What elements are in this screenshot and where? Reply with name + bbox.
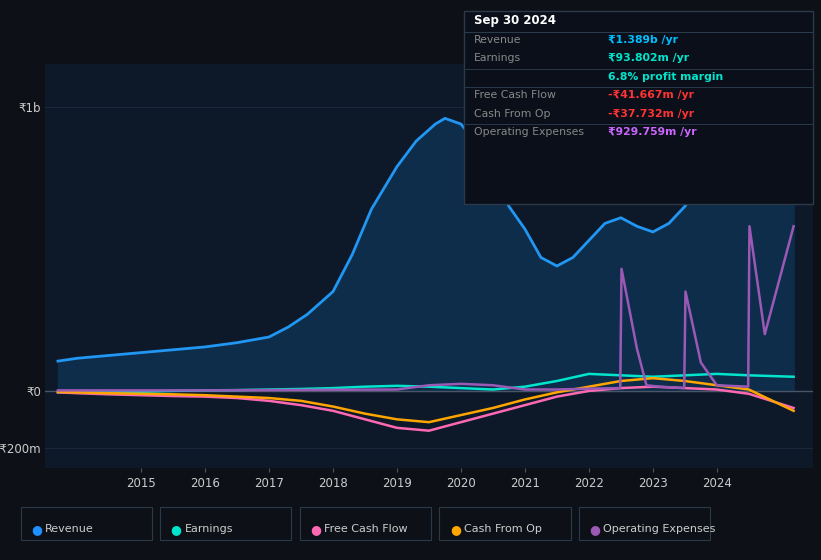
Text: ●: ● [31,522,42,536]
Text: -₹41.667m /yr: -₹41.667m /yr [608,90,694,100]
Text: Operating Expenses: Operating Expenses [474,127,584,137]
Text: ●: ● [589,522,600,536]
Text: Revenue: Revenue [45,524,94,534]
Text: ●: ● [450,522,461,536]
Text: ₹929.759m /yr: ₹929.759m /yr [608,127,696,137]
Text: Earnings: Earnings [474,53,521,63]
Text: 6.8% profit margin: 6.8% profit margin [608,72,722,82]
Text: Free Cash Flow: Free Cash Flow [474,90,556,100]
Text: Sep 30 2024: Sep 30 2024 [474,14,556,27]
Text: Operating Expenses: Operating Expenses [603,524,716,534]
Text: Earnings: Earnings [185,524,233,534]
Text: Free Cash Flow: Free Cash Flow [324,524,408,534]
Text: Cash From Op: Cash From Op [474,109,550,119]
Text: Cash From Op: Cash From Op [464,524,542,534]
Text: ₹1.389b /yr: ₹1.389b /yr [608,35,677,45]
Text: Revenue: Revenue [474,35,521,45]
Text: ●: ● [171,522,181,536]
Text: -₹37.732m /yr: -₹37.732m /yr [608,109,694,119]
Text: ●: ● [310,522,321,536]
Text: ₹93.802m /yr: ₹93.802m /yr [608,53,689,63]
